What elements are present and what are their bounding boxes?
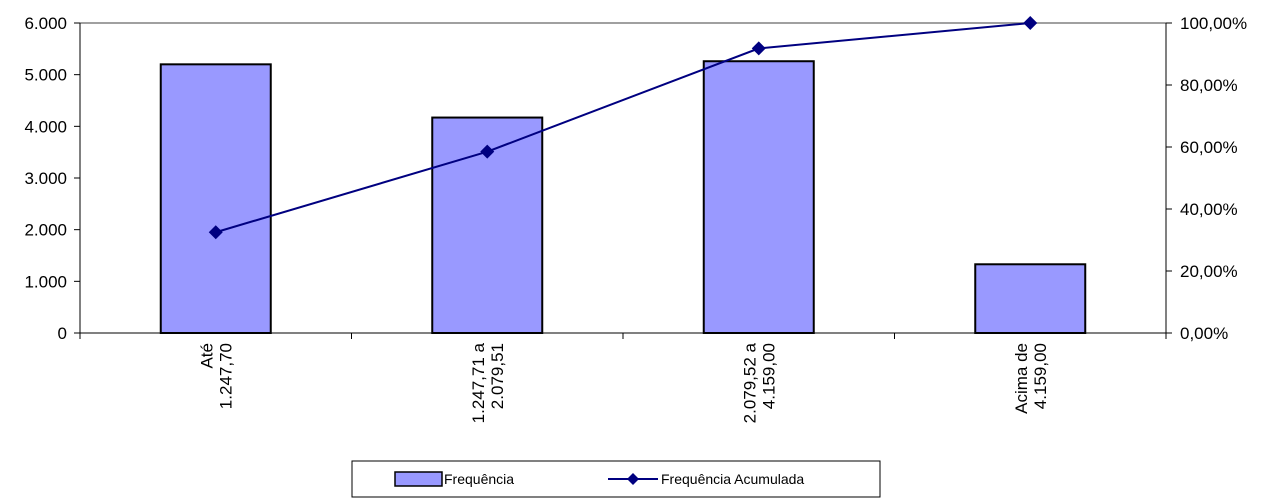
left-tick-label: 6.000 [24, 14, 67, 33]
left-tick-label: 2.000 [24, 221, 67, 240]
line-point-marker [480, 144, 495, 159]
x-tick-label: 2.079,52 a 4.159,00 [740, 342, 778, 423]
bar [702, 60, 815, 334]
line-series [208, 16, 1038, 240]
line-point-marker [1023, 16, 1038, 30]
legend: Frequência Frequência Acumulada [351, 460, 881, 498]
x-tick-label-line: 2.079,51 [488, 343, 507, 409]
left-tick-label: 1.000 [24, 272, 67, 291]
left-tick-label: 3.000 [24, 169, 67, 188]
right-tick-label: 80,00% [1180, 76, 1238, 95]
right-tick-label: 60,00% [1180, 138, 1238, 157]
legend-line-label: Frequência Acumulada [661, 471, 804, 487]
right-tick-label: 20,00% [1180, 262, 1238, 281]
right-tick-label: 0,00% [1180, 324, 1228, 343]
legend-bar-swatch [394, 471, 443, 487]
left-tick-label: 0 [58, 324, 67, 343]
x-tick-label-line: Até [197, 343, 216, 369]
x-tick-label-line: 2.079,52 a [740, 342, 759, 423]
right-tick-label: 100,00% [1180, 14, 1247, 33]
bar [974, 263, 1087, 334]
x-tick-label: Até 1.247,70 [197, 343, 235, 409]
line-point-marker [751, 41, 766, 56]
legend-bar-label: Frequência [444, 471, 514, 487]
x-tick-label: Acima de 4.159,00 [1012, 343, 1050, 414]
x-tick-label-line: 4.159,00 [759, 343, 778, 409]
x-tick-label-line: 1.247,70 [216, 343, 235, 409]
legend-line-marker [627, 473, 639, 485]
bar [159, 63, 272, 334]
right-tick-label: 40,00% [1180, 200, 1238, 219]
right-axis: 0,00% 20,00% 40,00% 60,00% 80,00% 100,00% [1165, 14, 1247, 343]
x-tick-label-line: Acima de [1012, 343, 1031, 414]
line-point-marker [208, 225, 223, 240]
left-axis: 0 1.000 2.000 3.000 4.000 5.000 6.000 [24, 14, 81, 343]
left-tick-label: 4.000 [24, 117, 67, 136]
bar-series [159, 60, 1087, 334]
left-tick-label: 5.000 [24, 66, 67, 85]
x-tick-label-line: 4.159,00 [1031, 343, 1050, 409]
cumulative-line [215, 22, 1031, 234]
x-tick-label: 1.247,71 a 2.079,51 [469, 342, 507, 423]
x-tick-label-line: 1.247,71 a [469, 342, 488, 423]
